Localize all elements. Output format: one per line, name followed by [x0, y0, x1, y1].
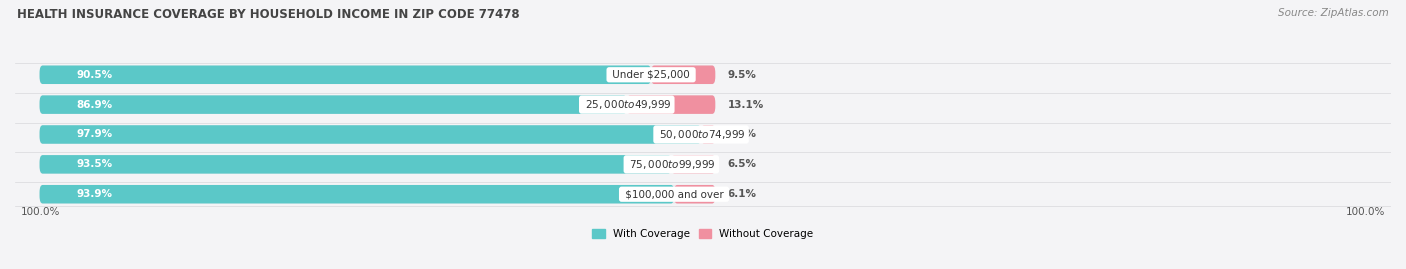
- Text: Source: ZipAtlas.com: Source: ZipAtlas.com: [1278, 8, 1389, 18]
- FancyBboxPatch shape: [39, 95, 716, 114]
- Text: 100.0%: 100.0%: [21, 207, 60, 217]
- FancyBboxPatch shape: [651, 66, 716, 84]
- Text: Under $25,000: Under $25,000: [609, 70, 693, 80]
- FancyBboxPatch shape: [39, 155, 716, 174]
- FancyBboxPatch shape: [39, 95, 627, 114]
- FancyBboxPatch shape: [39, 185, 716, 203]
- Text: 9.5%: 9.5%: [727, 70, 756, 80]
- Legend: With Coverage, Without Coverage: With Coverage, Without Coverage: [588, 225, 818, 243]
- Text: 100.0%: 100.0%: [1346, 207, 1385, 217]
- Text: 90.5%: 90.5%: [76, 70, 112, 80]
- FancyBboxPatch shape: [39, 155, 671, 174]
- FancyBboxPatch shape: [39, 66, 651, 84]
- Text: 6.5%: 6.5%: [727, 159, 756, 169]
- Text: 2.1%: 2.1%: [727, 129, 756, 140]
- FancyBboxPatch shape: [39, 185, 673, 203]
- Text: 6.1%: 6.1%: [727, 189, 756, 199]
- Text: 93.5%: 93.5%: [76, 159, 112, 169]
- FancyBboxPatch shape: [39, 125, 702, 144]
- FancyBboxPatch shape: [39, 66, 716, 84]
- FancyBboxPatch shape: [671, 155, 716, 174]
- Text: $75,000 to $99,999: $75,000 to $99,999: [626, 158, 717, 171]
- Text: $50,000 to $74,999: $50,000 to $74,999: [657, 128, 747, 141]
- Text: HEALTH INSURANCE COVERAGE BY HOUSEHOLD INCOME IN ZIP CODE 77478: HEALTH INSURANCE COVERAGE BY HOUSEHOLD I…: [17, 8, 519, 21]
- Text: $100,000 and over: $100,000 and over: [621, 189, 727, 199]
- FancyBboxPatch shape: [702, 125, 716, 144]
- Text: 97.9%: 97.9%: [76, 129, 112, 140]
- Text: 86.9%: 86.9%: [76, 100, 112, 110]
- FancyBboxPatch shape: [39, 125, 716, 144]
- Text: $25,000 to $49,999: $25,000 to $49,999: [582, 98, 672, 111]
- Text: 93.9%: 93.9%: [76, 189, 112, 199]
- FancyBboxPatch shape: [673, 185, 716, 203]
- FancyBboxPatch shape: [627, 95, 716, 114]
- Text: 13.1%: 13.1%: [727, 100, 763, 110]
